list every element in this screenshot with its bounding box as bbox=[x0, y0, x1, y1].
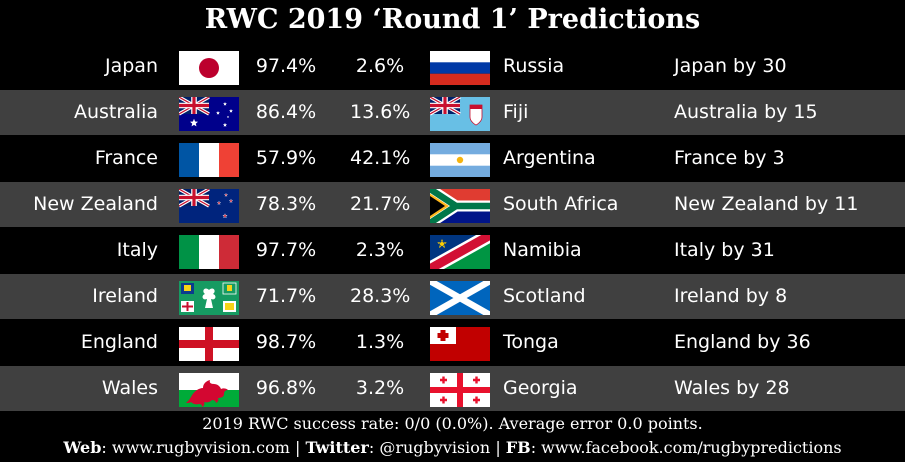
home-win-probability: 71.7% bbox=[255, 285, 317, 307]
away-win-probability: 21.7% bbox=[350, 193, 411, 215]
match-row: Australia 86.4% 13.6% Fiji Australia by 15 bbox=[0, 90, 905, 135]
away-win-probability: 2.6% bbox=[355, 55, 405, 77]
home-win-probability: 97.4% bbox=[255, 55, 317, 77]
away-win-probability: 13.6% bbox=[350, 101, 411, 123]
twitter-link[interactable]: : @rugbyvision bbox=[368, 438, 491, 457]
web-label: Web bbox=[63, 438, 102, 457]
wales-flag-icon bbox=[179, 373, 239, 407]
separator: | bbox=[289, 438, 306, 457]
away-team-name: South Africa bbox=[503, 193, 619, 215]
home-win-probability: 78.3% bbox=[255, 193, 317, 215]
predicted-margin: Ireland by 8 bbox=[674, 285, 788, 307]
home-win-probability: 97.7% bbox=[255, 239, 317, 261]
australia-flag-icon bbox=[179, 97, 239, 131]
italy-flag-icon bbox=[179, 235, 239, 269]
away-team-name: Scotland bbox=[503, 285, 586, 307]
home-team-name: France bbox=[94, 147, 158, 169]
away-team-name: Argentina bbox=[503, 147, 596, 169]
home-win-probability: 96.8% bbox=[255, 377, 317, 399]
away-team-name: Namibia bbox=[503, 239, 582, 261]
predicted-margin: Japan by 30 bbox=[674, 55, 787, 77]
home-team-name: Wales bbox=[101, 377, 158, 399]
match-row: Japan 97.4% 2.6% Russia Japan by 30 bbox=[0, 44, 905, 89]
new-zealand-flag-icon bbox=[179, 189, 239, 223]
predicted-margin: France by 3 bbox=[674, 147, 785, 169]
home-win-probability: 57.9% bbox=[255, 147, 317, 169]
home-team-name: England bbox=[80, 331, 158, 353]
away-team-name: Georgia bbox=[503, 377, 578, 399]
separator: | bbox=[490, 438, 506, 457]
russia-flag-icon bbox=[430, 51, 490, 85]
ireland-rugby-flag-icon bbox=[179, 281, 239, 315]
links-footer: Web: www.rugbyvision.com | Twitter: @rug… bbox=[0, 437, 905, 459]
england-flag-icon bbox=[179, 327, 239, 361]
match-row: Italy 97.7% 2.3% Namibia Italy by 31 bbox=[0, 228, 905, 273]
home-team-name: New Zealand bbox=[33, 193, 158, 215]
scotland-flag-icon bbox=[430, 281, 490, 315]
predicted-margin: New Zealand by 11 bbox=[674, 193, 859, 215]
france-flag-icon bbox=[179, 143, 239, 177]
match-row: Ireland 71.7% 28.3% Scotland Ireland by 8 bbox=[0, 274, 905, 319]
away-win-probability: 2.3% bbox=[355, 239, 405, 261]
away-win-probability: 1.3% bbox=[355, 331, 405, 353]
predicted-margin: England by 36 bbox=[674, 331, 811, 353]
predicted-margin: Wales by 28 bbox=[674, 377, 790, 399]
match-row: France 57.9% 42.1% Argentina France by 3 bbox=[0, 136, 905, 181]
georgia-flag-icon bbox=[430, 373, 490, 407]
argentina-flag-icon bbox=[430, 143, 490, 177]
facebook-link[interactable]: : www.facebook.com/rugbypredictions bbox=[530, 438, 842, 457]
south-africa-flag-icon bbox=[430, 189, 490, 223]
twitter-label: Twitter bbox=[305, 438, 369, 457]
away-win-probability: 42.1% bbox=[350, 147, 411, 169]
away-win-probability: 28.3% bbox=[350, 285, 411, 307]
home-team-name: Italy bbox=[116, 239, 158, 261]
tonga-flag-icon bbox=[430, 327, 490, 361]
success-rate-text: 2019 RWC success rate: 0/0 (0.0%). Avera… bbox=[202, 414, 703, 433]
facebook-label: FB bbox=[505, 438, 531, 457]
away-team-name: Fiji bbox=[503, 101, 529, 123]
predicted-margin: Australia by 15 bbox=[674, 101, 818, 123]
home-team-name: Japan bbox=[105, 55, 158, 77]
home-win-probability: 98.7% bbox=[255, 331, 317, 353]
home-team-name: Ireland bbox=[92, 285, 158, 307]
match-row: New Zealand 78.3% 21.7% South Africa New Zea… bbox=[0, 182, 905, 227]
away-win-probability: 3.2% bbox=[355, 377, 405, 399]
web-link[interactable]: : www.rugbyvision.com bbox=[101, 438, 290, 457]
home-team-name: Australia bbox=[73, 101, 158, 123]
home-win-probability: 86.4% bbox=[255, 101, 317, 123]
match-row: England 98.7% 1.3% Tonga England by 36 bbox=[0, 320, 905, 365]
away-team-name: Tonga bbox=[503, 331, 559, 353]
fiji-flag-icon bbox=[430, 97, 490, 131]
japan-flag-icon bbox=[179, 51, 239, 85]
match-row: Wales 96.8% 3.2% Georgia Wales by 28 bbox=[0, 366, 905, 411]
page-title: RWC 2019 ‘Round 1’ Predictions bbox=[204, 4, 701, 35]
predicted-margin: Italy by 31 bbox=[674, 239, 775, 261]
namibia-flag-icon bbox=[430, 235, 490, 269]
away-team-name: Russia bbox=[503, 55, 565, 77]
